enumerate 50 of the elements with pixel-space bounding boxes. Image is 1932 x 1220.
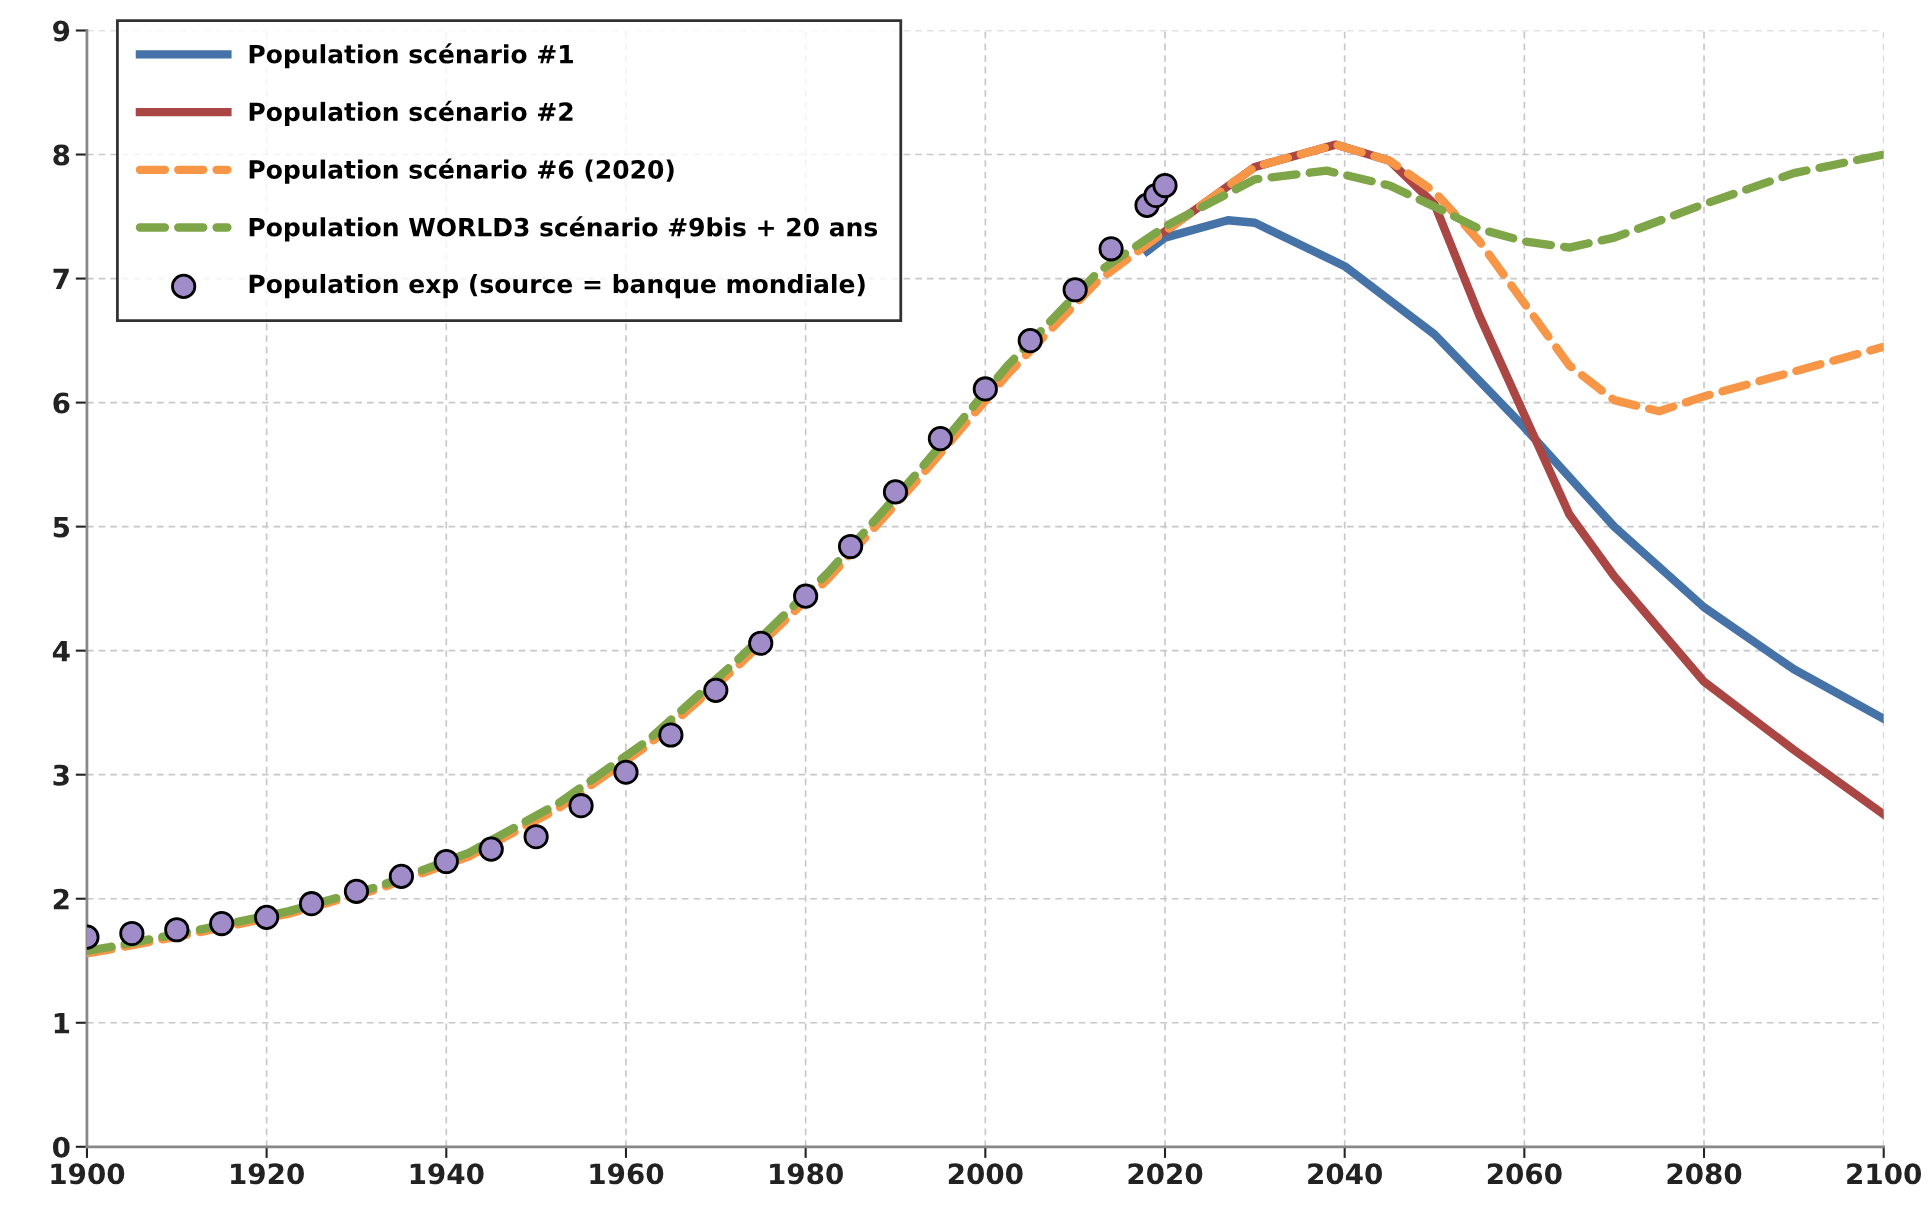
x-tick-label: 2040 bbox=[1308, 1163, 1382, 1185]
point bbox=[703, 677, 729, 703]
point bbox=[523, 824, 549, 850]
x-tick-label: 1960 bbox=[590, 1163, 664, 1185]
legend-label: Population scénario #1 bbox=[249, 43, 573, 69]
point bbox=[972, 376, 998, 402]
x-tick-label: 2020 bbox=[1128, 1163, 1203, 1185]
x-tick-label: 2060 bbox=[1487, 1163, 1562, 1185]
point bbox=[927, 425, 953, 452]
point bbox=[1062, 277, 1088, 303]
y-tick-label: 9 bbox=[53, 20, 70, 42]
y-tick-label: 5 bbox=[53, 516, 70, 538]
legend-label: Population scénario #6 (2020) bbox=[249, 158, 674, 184]
legend-label: Population WORLD3 scénario #9bis + 20 ans bbox=[249, 216, 878, 242]
point bbox=[1098, 236, 1124, 262]
x-tick-label: 1920 bbox=[231, 1163, 304, 1185]
y-tick-label: 7 bbox=[53, 268, 69, 290]
y-tick-label: 3 bbox=[53, 764, 69, 786]
y-tick-label: 0 bbox=[52, 1136, 70, 1158]
y-tick-label: 1 bbox=[54, 1013, 70, 1034]
y-tick-label: 4 bbox=[52, 640, 70, 662]
point bbox=[1152, 172, 1178, 199]
point bbox=[793, 583, 819, 609]
y-tick-label: 6 bbox=[53, 392, 70, 414]
point bbox=[343, 878, 370, 904]
point bbox=[119, 920, 145, 947]
y-tick-label: 2 bbox=[53, 888, 69, 910]
point bbox=[478, 836, 504, 862]
x-tick-label: 2100 bbox=[1847, 1163, 1922, 1185]
point bbox=[882, 479, 909, 505]
x-tick-label: 2080 bbox=[1667, 1163, 1742, 1185]
point bbox=[164, 917, 190, 943]
point bbox=[254, 904, 280, 930]
point bbox=[568, 793, 594, 819]
legend-label: Population scénario #2 bbox=[249, 100, 573, 127]
legend-label: Population exp (source = banque mondiale) bbox=[249, 273, 865, 299]
point bbox=[388, 863, 414, 889]
point bbox=[658, 722, 684, 748]
point bbox=[837, 533, 864, 560]
x-tick-label: 1980 bbox=[770, 1163, 843, 1185]
point bbox=[613, 759, 639, 785]
point bbox=[748, 630, 774, 656]
point bbox=[298, 891, 325, 917]
x-tick-label: 2000 bbox=[948, 1163, 1023, 1185]
y-tick-label: 8 bbox=[53, 144, 70, 166]
point bbox=[209, 910, 235, 937]
point bbox=[433, 848, 459, 875]
point bbox=[1017, 328, 1043, 354]
x-tick-label: 1940 bbox=[410, 1163, 484, 1185]
x-tick-label: 1900 bbox=[51, 1163, 125, 1185]
